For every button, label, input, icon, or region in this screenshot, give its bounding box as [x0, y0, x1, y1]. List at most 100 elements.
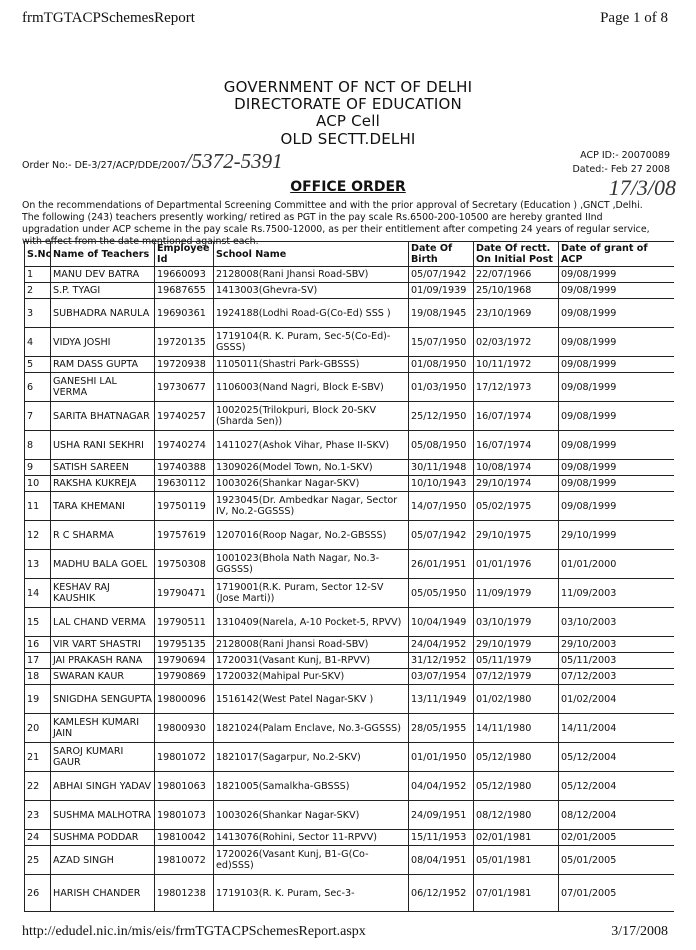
cell-acp-date: 09/08/1999	[558, 401, 674, 431]
cell-name: SATISH SAREEN	[50, 459, 155, 476]
cell-rectt-date: 29/10/1974	[473, 475, 559, 492]
cell-acp-date: 29/10/2003	[558, 636, 674, 653]
column-header: S.No	[24, 241, 51, 267]
cell-rectt-date: 10/11/1972	[473, 356, 559, 373]
cell-dob: 13/11/1949	[408, 684, 474, 714]
cell-dob: 15/07/1950	[408, 327, 474, 357]
cell-rectt-date: 05/12/1980	[473, 742, 559, 772]
cell-rectt-date: 03/10/1979	[473, 607, 559, 637]
order-number: Order No:- DE-3/27/ACP/DDE/2007/5372-539…	[22, 149, 283, 174]
cell-name: LAL CHAND VERMA	[50, 607, 155, 637]
cell-sno: 20	[24, 713, 51, 743]
cell-school: 1720031(Vasant Kunj, B1-RPVV)	[213, 652, 409, 669]
cell-dob: 05/07/1942	[408, 266, 474, 283]
cell-rectt-date: 05/01/1981	[473, 845, 559, 875]
table-row: 10 RAKSHA KUKREJA 19630112 1003026(Shankar …	[24, 475, 674, 492]
cell-school: 1821017(Sagarpur, No.2-SKV)	[213, 742, 409, 772]
table-body: 1 MANU DEV BATRA 19660093 2128008(Rani Jhan…	[24, 266, 674, 912]
cell-sno: 16	[24, 636, 51, 653]
cell-sno: 26	[24, 874, 51, 912]
cell-name: USHA RANI SEKHRI	[50, 430, 155, 460]
table-row: 8 USHA RANI SEKHRI 19740274 1411027(Ashok V…	[24, 430, 674, 460]
cell-employee-id: 19801063	[154, 771, 214, 801]
cell-rectt-date: 01/02/1980	[473, 684, 559, 714]
cell-sno: 25	[24, 845, 51, 875]
cell-dob: 05/08/1950	[408, 430, 474, 460]
cell-rectt-date: 10/08/1974	[473, 459, 559, 476]
cell-employee-id: 19690361	[154, 298, 214, 328]
cell-employee-id: 19750119	[154, 491, 214, 521]
cell-school: 1106003(Nand Nagri, Block E-SBV)	[213, 372, 409, 402]
cell-school: 1309026(Model Town, No.1-SKV)	[213, 459, 409, 476]
cell-acp-date: 09/08/1999	[558, 266, 674, 283]
cell-rectt-date: 08/12/1980	[473, 800, 559, 830]
table-row: 4 VIDYA JOSHI 19720135 1719104(R. K. Puram,…	[24, 327, 674, 357]
cell-acp-date: 07/01/2005	[558, 874, 674, 912]
dated: Dated:- Feb 27 2008	[572, 164, 670, 175]
table-row: 1 MANU DEV BATRA 19660093 2128008(Rani Jhan…	[24, 266, 674, 283]
cell-acp-date: 02/01/2005	[558, 829, 674, 846]
cell-dob: 31/12/1952	[408, 652, 474, 669]
cell-school: 1821005(Samalkha-GBSSS)	[213, 771, 409, 801]
cell-employee-id: 19630112	[154, 475, 214, 492]
cell-acp-date: 09/08/1999	[558, 298, 674, 328]
cell-acp-date: 09/08/1999	[558, 356, 674, 373]
letterhead-line-3: ACP Cell	[316, 112, 380, 130]
cell-employee-id: 19720938	[154, 356, 214, 373]
cell-school: 1207016(Roop Nagar, No.2-GBSSS)	[213, 520, 409, 550]
table-row: 23 SUSHMA MALHOTRA 19801073 1003026(Shankar…	[24, 800, 674, 830]
cell-school: 1924188(Lodhi Road-G(Co-Ed) SSS )	[213, 298, 409, 328]
cell-employee-id: 19687655	[154, 282, 214, 299]
column-header: School Name	[213, 241, 409, 267]
cell-acp-date: 11/09/2003	[558, 578, 674, 608]
footer-url: http://edudel.nic.in/mis/eis/frmTGTACPSc…	[22, 924, 366, 939]
cell-school: 1719104(R. K. Puram, Sec-5(Co-Ed)-GSSS)	[213, 327, 409, 357]
cell-name: SWARAN KAUR	[50, 668, 155, 685]
teachers-table-container: S.No Name of Teachers Employee Id School Na…	[24, 241, 674, 935]
table-row: 19 SNIGDHA SENGUPTA 19800096 1516142(West P…	[24, 684, 674, 714]
cell-sno: 10	[24, 475, 51, 492]
cell-employee-id: 19740274	[154, 430, 214, 460]
table-row: 20 KAMLESH KUMARI JAIN 19800930 1821024(Pal…	[24, 713, 674, 743]
cell-dob: 03/07/1954	[408, 668, 474, 685]
cell-employee-id: 19790511	[154, 607, 214, 637]
cell-name: JAI PRAKASH RANA	[50, 652, 155, 669]
table-row: 9 SATISH SAREEN 19740388 1309026(Model Town…	[24, 459, 674, 476]
cell-name: KESHAV RAJ KAUSHIK	[50, 578, 155, 608]
cell-sno: 22	[24, 771, 51, 801]
cell-acp-date: 09/08/1999	[558, 372, 674, 402]
cell-employee-id: 19750308	[154, 549, 214, 579]
table-row: 14 KESHAV RAJ KAUSHIK 19790471 1719001(R.K.…	[24, 578, 674, 608]
cell-name: SNIGDHA SENGUPTA	[50, 684, 155, 714]
cell-dob: 14/07/1950	[408, 491, 474, 521]
cell-rectt-date: 25/10/1968	[473, 282, 559, 299]
cell-acp-date: 09/08/1999	[558, 327, 674, 357]
cell-school: 1516142(West Patel Nagar-SKV )	[213, 684, 409, 714]
cell-employee-id: 19800930	[154, 713, 214, 743]
cell-dob: 25/12/1950	[408, 401, 474, 431]
cell-school: 1003026(Shankar Nagar-SKV)	[213, 800, 409, 830]
cell-rectt-date: 02/03/1972	[473, 327, 559, 357]
cell-dob: 10/04/1949	[408, 607, 474, 637]
cell-sno: 12	[24, 520, 51, 550]
cell-rectt-date: 05/02/1975	[473, 491, 559, 521]
cell-name: R C SHARMA	[50, 520, 155, 550]
cell-rectt-date: 23/10/1969	[473, 298, 559, 328]
cell-employee-id: 19810072	[154, 845, 214, 875]
cell-sno: 5	[24, 356, 51, 373]
cell-dob: 05/05/1950	[408, 578, 474, 608]
cell-sno: 24	[24, 829, 51, 846]
table-row: 18 SWARAN KAUR 19790869 1720032(Mahipal Pur…	[24, 668, 674, 685]
cell-acp-date: 03/10/2003	[558, 607, 674, 637]
cell-sno: 2	[24, 282, 51, 299]
table-row: 11 TARA KHEMANI 19750119 1923045(Dr. Ambedk…	[24, 491, 674, 521]
column-header: Employee Id	[154, 241, 214, 267]
table-row: 17 JAI PRAKASH RANA 19790694 1720031(Vasant…	[24, 652, 674, 669]
cell-acp-date: 09/08/1999	[558, 430, 674, 460]
cell-acp-date: 09/08/1999	[558, 459, 674, 476]
cell-school: 1105011(Shastri Park-GBSSS)	[213, 356, 409, 373]
cell-school: 1310409(Narela, A-10 Pocket-5, RPVV)	[213, 607, 409, 637]
acp-id: ACP ID:- 20070089	[580, 150, 670, 161]
table-row: 24 SUSHMA PODDAR 19810042 1413076(Rohini, S…	[24, 829, 674, 846]
cell-acp-date: 09/08/1999	[558, 282, 674, 299]
